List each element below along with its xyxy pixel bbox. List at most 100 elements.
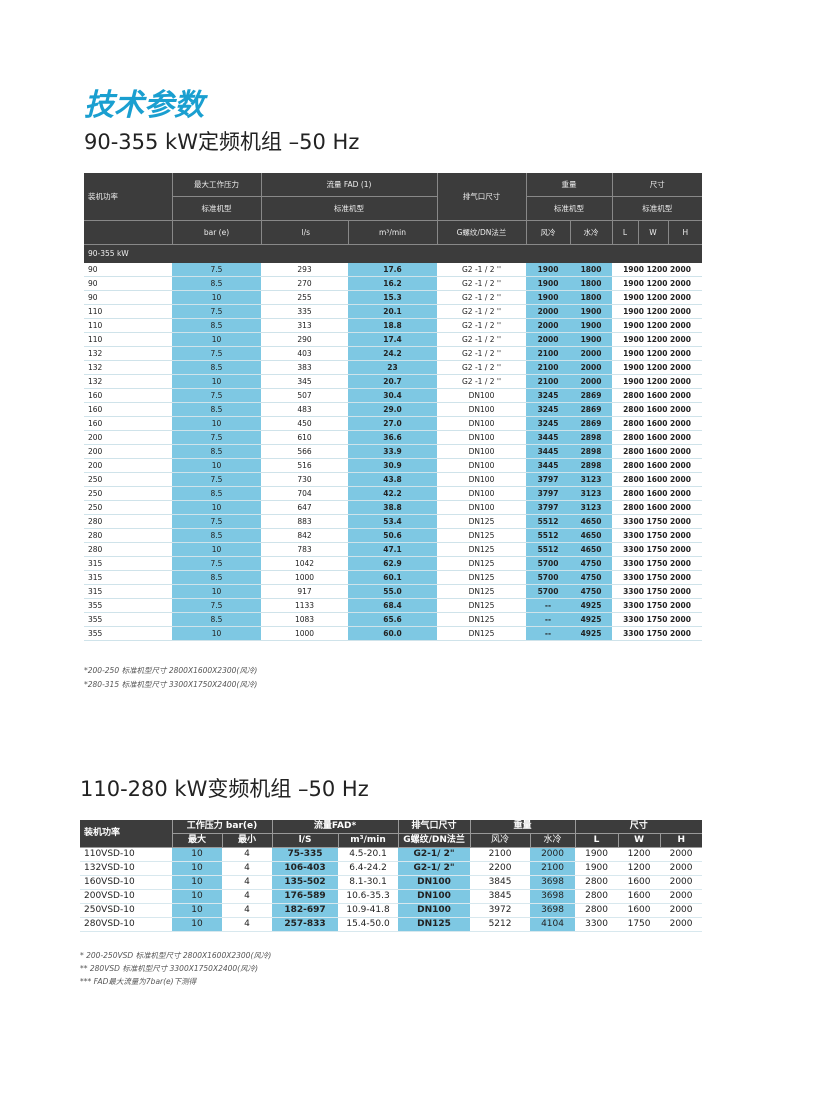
table-cell: 1900 1200 2000 <box>612 346 703 361</box>
table-cell: 15.3 <box>348 290 437 305</box>
table-cell: 30.9 <box>348 458 437 473</box>
table-cell: 5700 <box>526 584 570 599</box>
table-cell: 8.5 <box>172 444 261 459</box>
table-cell: DN125 <box>398 917 471 932</box>
table-cell: 7.5 <box>172 263 261 277</box>
unit-water: 水冷 <box>569 220 612 245</box>
table-cell: 33.9 <box>348 444 437 459</box>
table-cell: 29.0 <box>348 402 437 417</box>
table-cell: 4104 <box>530 917 576 932</box>
table-cell: DN125 <box>437 570 526 585</box>
table-cell: 2100 <box>526 374 570 389</box>
table-cell: 110 <box>84 304 172 319</box>
table-cell: DN125 <box>437 584 526 599</box>
table-cell: 2000 <box>660 875 703 890</box>
table-cell: -- <box>526 612 570 627</box>
table-cell: 315 <box>84 556 172 571</box>
table-cell: 270 <box>261 276 348 291</box>
table-cell: 5512 <box>526 514 570 529</box>
table-cell: 2869 <box>570 388 612 403</box>
table-cell: 43.8 <box>348 472 437 487</box>
table-cell: DN100 <box>437 430 526 445</box>
note: *280-315 标准机型尺寸 3300X1750X2400(风冷) <box>84 680 258 689</box>
table-cell: 345 <box>261 374 348 389</box>
table-cell: 106-403 <box>272 861 339 876</box>
col-thread: G螺纹/DN法兰 <box>397 833 471 848</box>
table-cell: 2898 <box>570 444 612 459</box>
table-cell: 2000 <box>570 360 612 375</box>
table-cell: 3123 <box>570 486 612 501</box>
table-cell: 8.5 <box>172 486 261 501</box>
table-cell: 1900 1200 2000 <box>612 276 703 291</box>
table-cell: 3845 <box>470 889 531 904</box>
table-cell: 10 <box>172 290 261 305</box>
table-cell: 250VSD-10 <box>80 903 172 918</box>
table-cell: 4925 <box>570 598 612 613</box>
table-cell: 3698 <box>530 889 576 904</box>
note: ** 280VSD 标准机型尺寸 3300X1750X2400(风冷) <box>80 964 259 973</box>
table-cell: 7.5 <box>172 598 261 613</box>
col-weight: 重量 <box>525 173 612 197</box>
table-cell: 18.8 <box>348 318 437 333</box>
table-cell: 516 <box>261 458 348 473</box>
table-cell: 6.4-24.2 <box>338 861 399 876</box>
table-cell: 5700 <box>526 556 570 571</box>
table-cell: 10 <box>172 416 261 431</box>
table-cell: 65.6 <box>348 612 437 627</box>
vsd-spec-table: 装机功率 工作压力 bar(e) 流量FAD* 排气口尺寸 重量 尺寸 最大 最… <box>80 820 703 932</box>
table-cell: 3698 <box>530 875 576 890</box>
col-dims: 尺寸 <box>611 173 703 197</box>
table-cell: 250 <box>84 500 172 515</box>
table-row: 355 10 1000 60.0 DN125 -- 4925 3300 1750 2000 <box>84 626 703 641</box>
table-cell: 3245 <box>526 416 570 431</box>
table-row: 250VSD-10 10 4 182-697 10.9-41.8 DN100 3972 369… <box>80 903 703 918</box>
table-row: 90 10 255 15.3 G2 -1 / 2 '' 1900 1800 1900 1200… <box>84 290 703 305</box>
table-cell: 355 <box>84 598 172 613</box>
table-row: 315 10 917 55.0 DN125 5700 4750 3300 1750 2000 <box>84 584 703 599</box>
table-cell: DN125 <box>437 542 526 557</box>
table-cell: 10.6-35.3 <box>338 889 399 904</box>
table-cell: DN125 <box>437 626 526 641</box>
table-cell: 90 <box>84 290 172 305</box>
table-cell: DN125 <box>437 556 526 571</box>
table-cell: 7.5 <box>172 304 261 319</box>
table-cell: 1083 <box>261 612 348 627</box>
unit-thread: G螺纹/DN法兰 <box>436 220 526 245</box>
table-cell: 42.2 <box>348 486 437 501</box>
table-cell: 280 <box>84 514 172 529</box>
col-ls: l/S <box>271 833 339 848</box>
table-cell: 8.5 <box>172 612 261 627</box>
table-cell: 16.2 <box>348 276 437 291</box>
table-cell: 2000 <box>530 847 576 862</box>
table-cell: DN100 <box>398 903 471 918</box>
table-cell: 10 <box>172 374 261 389</box>
table-cell: 2800 <box>575 889 619 904</box>
table-cell: 250 <box>84 486 172 501</box>
table-cell: 176-589 <box>272 889 339 904</box>
table-cell: 290 <box>261 332 348 347</box>
table-cell: 7.5 <box>172 472 261 487</box>
table-row: 132 7.5 403 24.2 G2 -1 / 2 '' 2100 2000 1900 12… <box>84 346 703 361</box>
table-cell: 293 <box>261 263 348 277</box>
table-cell: 1900 1200 2000 <box>612 374 703 389</box>
table-cell: 55.0 <box>348 584 437 599</box>
table-cell: 2100 <box>470 847 531 862</box>
table-row: 250 7.5 730 43.8 DN100 3797 3123 2800 1600 2000 <box>84 472 703 487</box>
table-cell: 7.5 <box>172 430 261 445</box>
table-cell: 4750 <box>570 584 612 599</box>
std-model-label: 标准机型 <box>260 196 437 221</box>
table-cell: 280 <box>84 542 172 557</box>
unit-air: 风冷 <box>525 220 570 245</box>
table-cell: 36.6 <box>348 430 437 445</box>
table-cell: DN100 <box>398 875 471 890</box>
table-cell: 3300 1750 2000 <box>612 570 703 585</box>
table-cell: 8.1-30.1 <box>338 875 399 890</box>
section1-heading: 90-355 kW定频机组 –50 Hz <box>84 130 360 154</box>
table-cell: 883 <box>261 514 348 529</box>
table-cell: 2100 <box>530 861 576 876</box>
table-row: 280VSD-10 10 4 257-833 15.4-50.0 DN125 5212 410… <box>80 917 703 932</box>
table-cell: 27.0 <box>348 416 437 431</box>
table-cell: 1900 <box>575 861 619 876</box>
table-cell: 50.6 <box>348 528 437 543</box>
